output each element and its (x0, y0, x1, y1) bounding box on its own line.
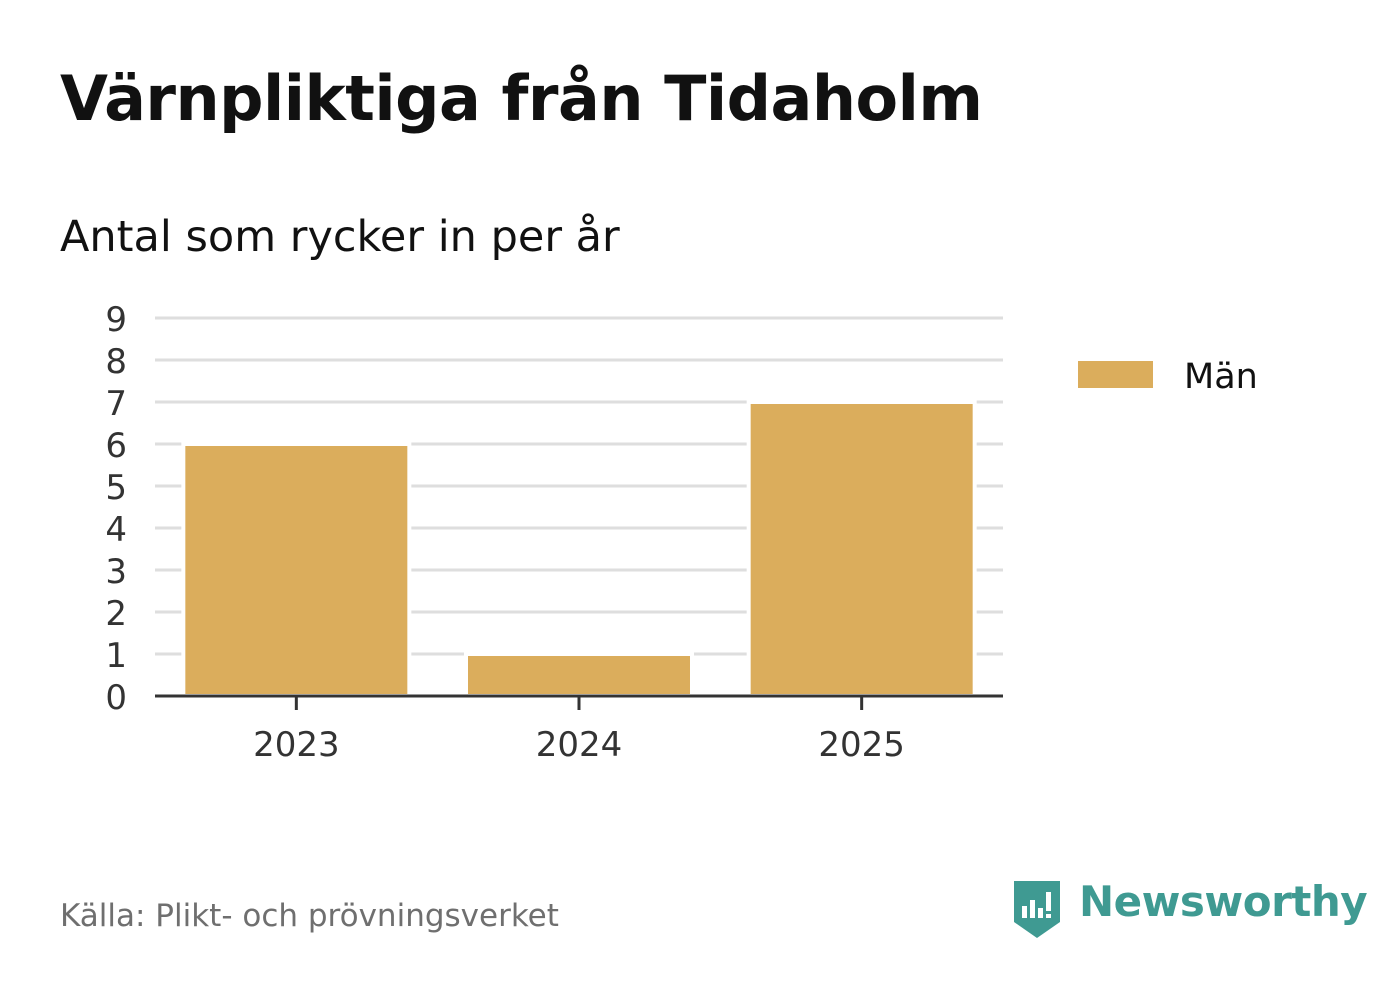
y-tick-label: 5 (105, 468, 127, 508)
y-tick-label: 7 (105, 384, 127, 424)
legend: Män (1078, 357, 1258, 397)
x-axis-labels: 2023 2024 2025 (253, 725, 905, 765)
x-tick-label: 2025 (818, 725, 905, 765)
x-tick-label: 2024 (536, 725, 623, 765)
bar (464, 652, 694, 698)
y-tick-label: 4 (105, 510, 127, 550)
source-note: Källa: Plikt- och prövningsverket (60, 898, 559, 934)
y-tick-label: 9 (105, 300, 127, 340)
x-axis (155, 694, 1003, 710)
newsworthy-brand-name: Newsworthy (1079, 877, 1368, 926)
chart-subtitle: Antal som rycker in per år (60, 212, 620, 262)
chart-title: Värnpliktiga från Tidaholm (60, 62, 983, 135)
newsworthy-logo-icon (1014, 881, 1060, 938)
bar (746, 400, 977, 698)
bar (181, 442, 412, 698)
y-tick-label: 2 (105, 594, 127, 634)
x-tick-label: 2023 (253, 725, 340, 765)
y-tick-label: 0 (105, 678, 127, 718)
legend-swatch (1078, 361, 1153, 388)
y-tick-label: 3 (105, 552, 127, 592)
y-tick-label: 6 (105, 426, 127, 466)
bars (181, 400, 977, 698)
y-tick-label: 8 (105, 342, 127, 382)
y-tick-label: 1 (105, 636, 127, 676)
legend-label: Män (1184, 357, 1258, 397)
